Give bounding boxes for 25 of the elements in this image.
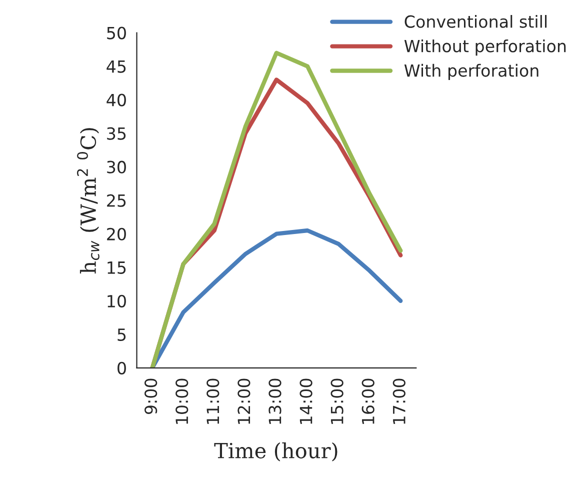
y-tick-label: 0 [118, 362, 126, 374]
y-tick-label: 25 [107, 194, 126, 207]
x-tick-label: 11:00 [206, 378, 220, 424]
legend-label: Conventional still [404, 15, 547, 28]
x-tick-label: 17:00 [392, 378, 406, 424]
y-tick-label: 10 [108, 294, 126, 308]
y-tick-label: 50 [107, 26, 126, 40]
legend-label: Without perforation [404, 39, 566, 56]
y-tick-label: 15 [108, 262, 126, 274]
y-tick-label: 40 [106, 94, 126, 106]
y-axis-title: h$_{cw}$ (W/m$^{2 0}$C) [76, 128, 100, 274]
y-tick-label: 45 [106, 60, 126, 73]
y-tick-label: 30 [107, 160, 126, 174]
x-tick-label: 10:00 [176, 378, 188, 424]
y-tick-label: 35 [107, 127, 126, 140]
x-axis-title: Time (hour) [214, 442, 338, 462]
x-tick-label: 13:00 [268, 378, 282, 424]
x-tick-label: 15:00 [330, 378, 344, 424]
x-tick-label: 16:00 [362, 378, 374, 424]
x-tick-label: 9:00 [144, 378, 158, 414]
x-tick-label: 14:00 [300, 378, 312, 424]
legend-label: With perforation [404, 64, 538, 80]
y-tick-label: 5 [118, 328, 126, 341]
x-tick-label: 12:00 [238, 378, 250, 424]
y-tick-label: 20 [107, 228, 126, 240]
